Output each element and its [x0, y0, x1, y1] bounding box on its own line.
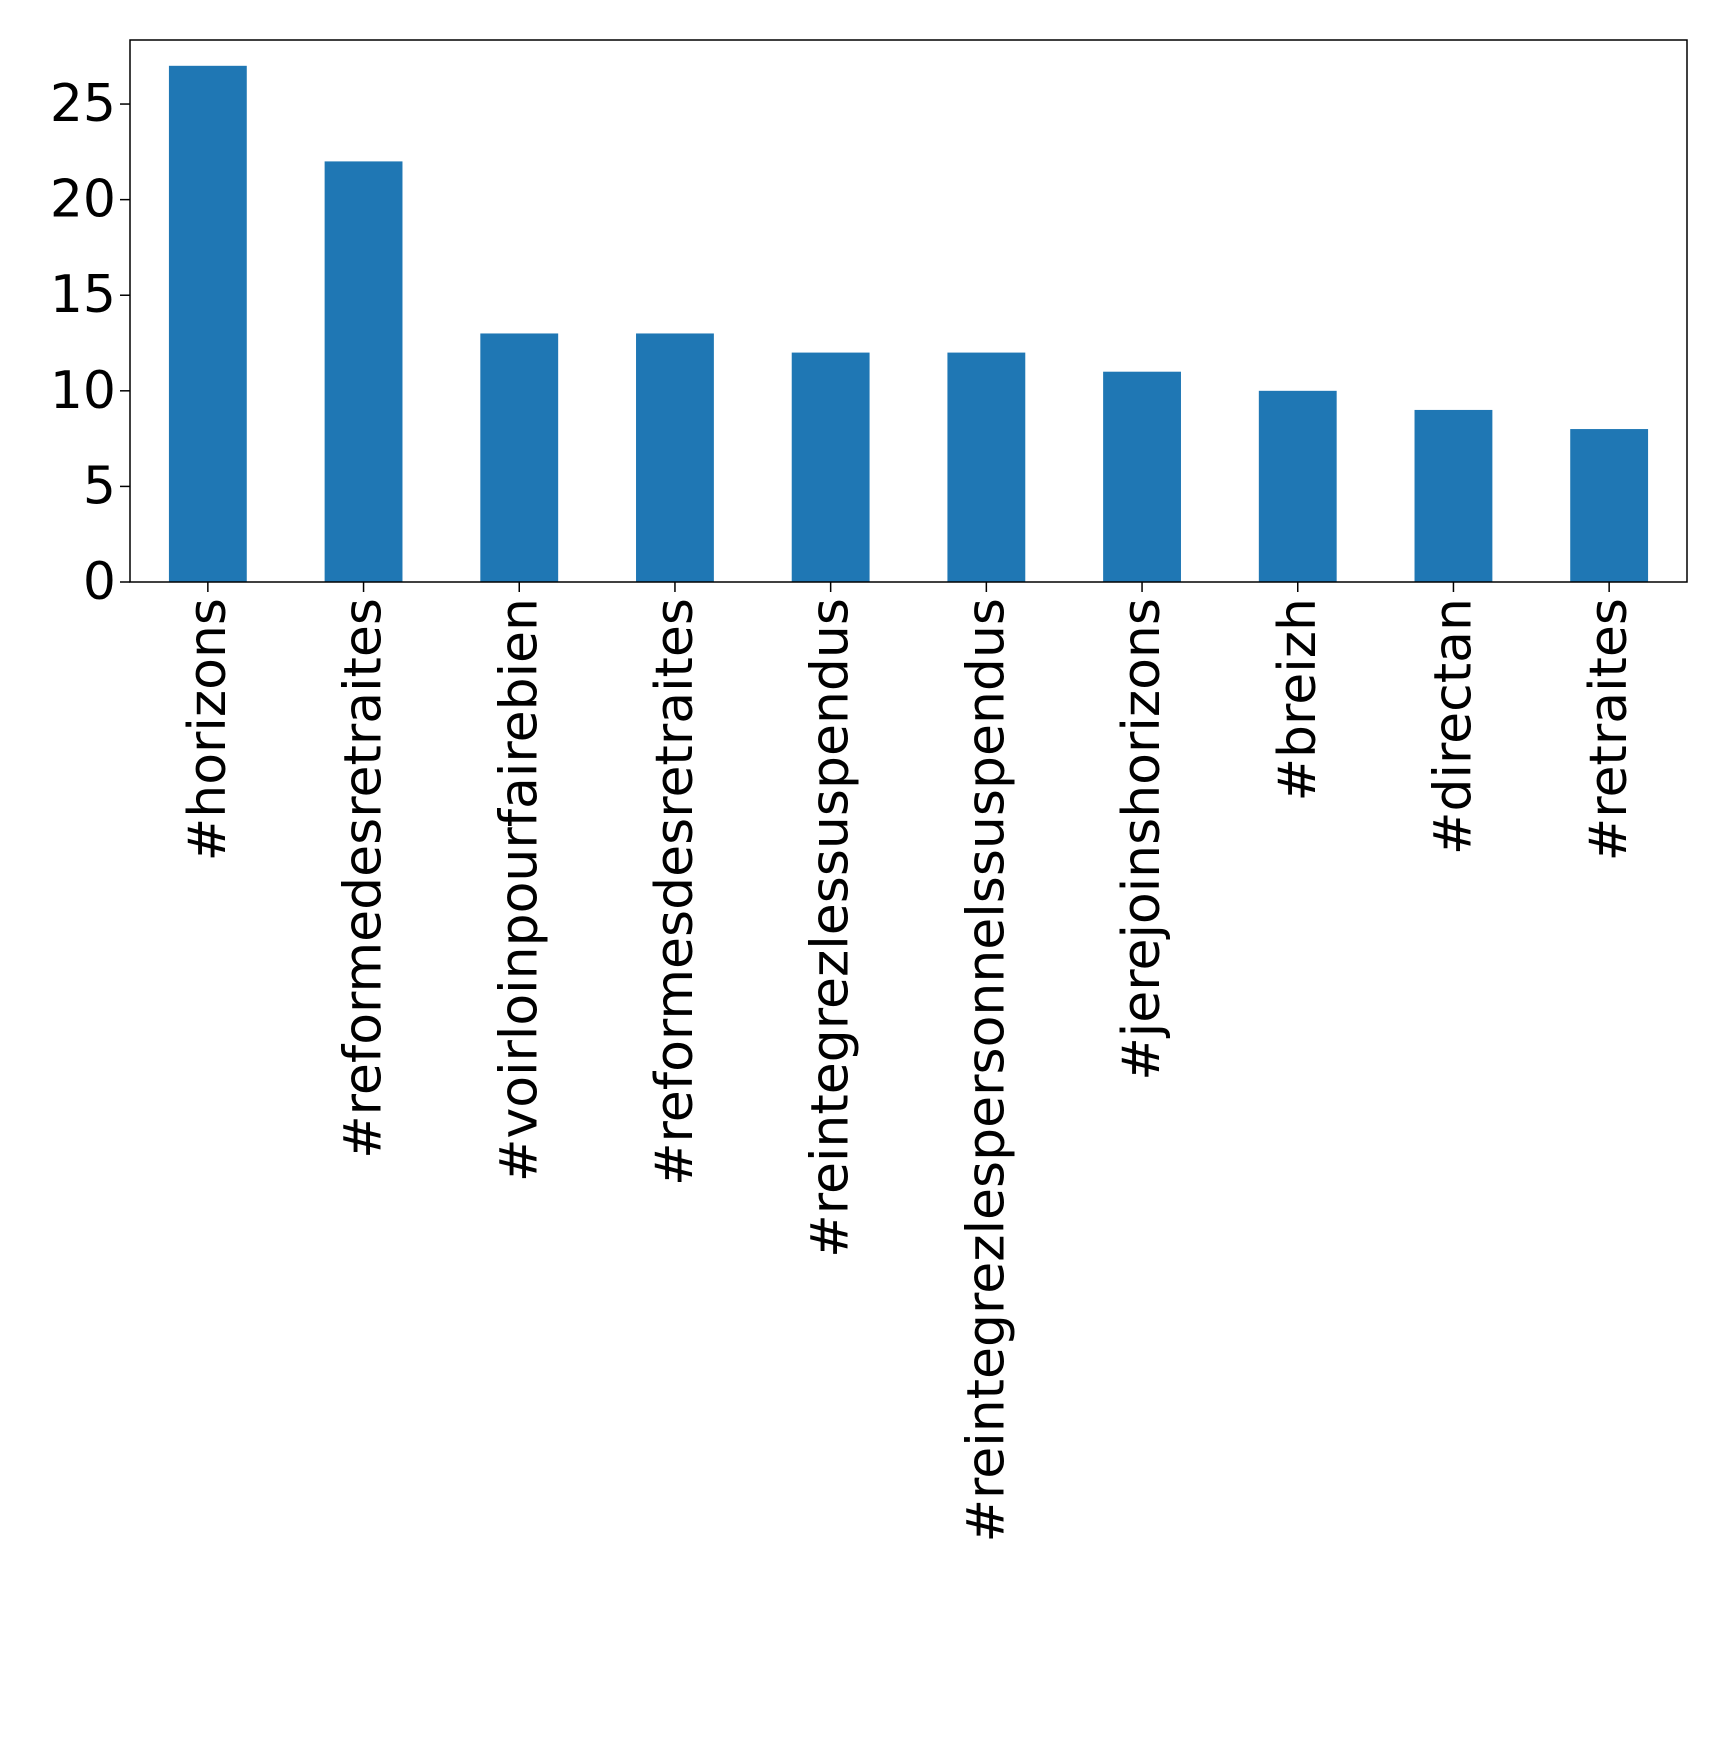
bar-retraites — [1570, 429, 1649, 582]
x-tick-label-reformesdesretraites: #reformesdesretraites — [645, 598, 705, 1186]
bar-reintegrezlessuspendus — [791, 352, 870, 582]
x-tick-label-reformedesretraites: #reformedesretraites — [334, 598, 394, 1159]
y-tick-label: 25 — [50, 74, 116, 134]
plot-area-frame — [129, 39, 1688, 583]
y-tick-label: 5 — [83, 456, 116, 516]
y-tick-label: 0 — [83, 552, 116, 612]
bar-directan — [1414, 409, 1493, 582]
bar-reformesdesretraites — [636, 333, 714, 582]
x-tick-label-retraites: #retraites — [1579, 598, 1639, 861]
y-tick-label: 15 — [50, 265, 116, 325]
bar-jerejoinshorizons — [1103, 371, 1181, 582]
bar-voirloinpourfairebien — [480, 333, 559, 582]
x-tick-label-breizh: #breizh — [1268, 598, 1328, 802]
bar-breizh — [1258, 390, 1337, 582]
x-axis: #horizons #reformedesretraites #voirloinpo… — [178, 582, 1639, 1543]
bar-horizons — [168, 65, 247, 583]
x-tick-label-voirloinpourfairebien: #voirloinpourfairebien — [489, 598, 549, 1182]
y-tick-label: 20 — [50, 170, 116, 230]
y-axis: 0 5 10 15 20 25 — [50, 74, 130, 612]
bar-reintegrezlespersonnelssuspendus — [947, 352, 1026, 582]
bar-reformedesretraites — [324, 161, 403, 582]
bars-group — [168, 65, 1649, 583]
x-tick-label-jerejoinshorizons: #jerejoinshorizons — [1112, 598, 1172, 1081]
x-tick-label-reintegrezlespersonnelssuspendus: #reintegrezlespersonnelssuspendus — [956, 598, 1016, 1543]
x-tick-label-directan: #directan — [1423, 598, 1483, 855]
x-tick-label-horizons: #horizons — [178, 598, 238, 861]
y-tick-label: 10 — [50, 361, 116, 421]
x-tick-label-reintegrezlessuspendus: #reintegrezlessuspendus — [801, 598, 861, 1258]
